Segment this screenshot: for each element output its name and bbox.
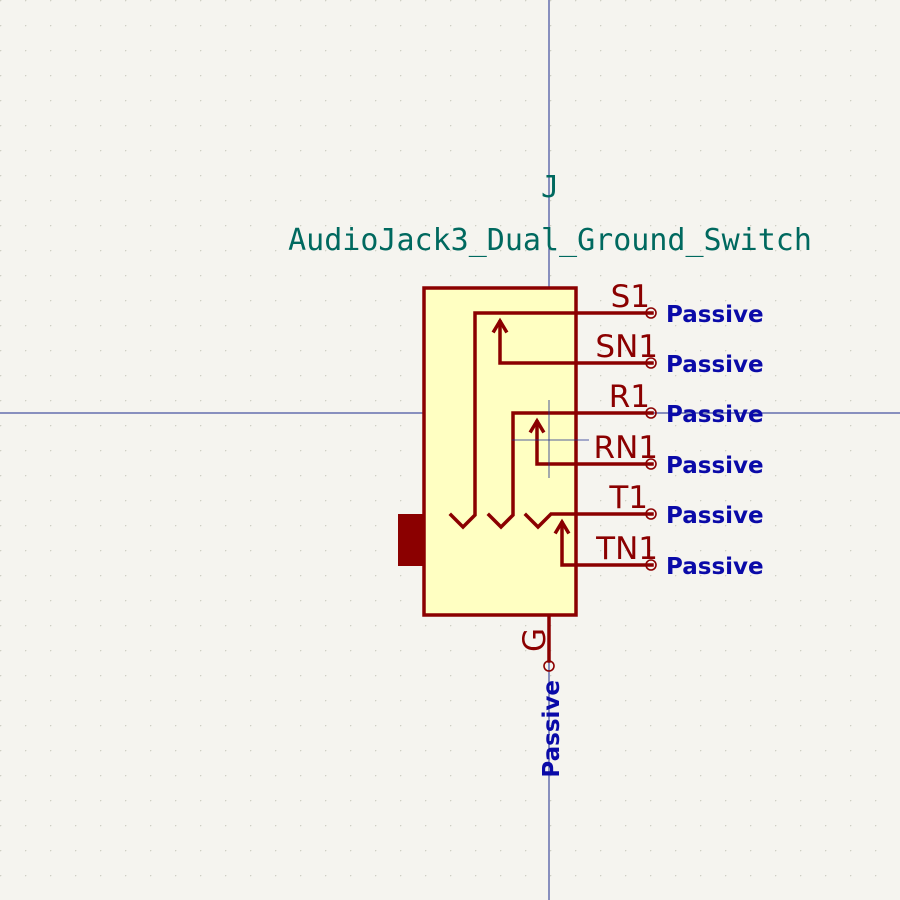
pin-g-type: Passive	[539, 680, 565, 778]
pin-t1-endpoint[interactable]	[645, 508, 657, 520]
pin-s1[interactable]: S1 Passive	[611, 279, 764, 328]
sleeve-switch-arrow	[491, 317, 509, 334]
pin-tn1-endpoint[interactable]	[645, 559, 657, 571]
tip-switch-contact	[560, 521, 654, 567]
pin-sn1-endpoint[interactable]	[645, 357, 657, 369]
symbol-value[interactable]: AudioJack3_Dual_Ground_Switch	[288, 223, 812, 258]
pin-sn1-name: SN1	[595, 329, 658, 365]
pin-rn1-name: RN1	[594, 430, 658, 466]
sleeve-contact	[448, 311, 654, 530]
tip-contact	[523, 512, 654, 530]
pin-r1-endpoint[interactable]	[645, 407, 657, 419]
pin-r1-name: R1	[609, 379, 650, 415]
anchor-cross	[512, 400, 589, 478]
pin-s1-endpoint[interactable]	[645, 307, 657, 319]
pin-r1-type: Passive	[666, 402, 764, 428]
pin-sn1[interactable]: SN1 Passive	[595, 329, 763, 378]
pin-g[interactable]: G Passive	[517, 615, 565, 778]
pin-sn1-type: Passive	[666, 352, 764, 378]
reference-designator[interactable]: J	[541, 170, 559, 205]
ring-contact	[486, 411, 654, 530]
pin-tn1[interactable]: TN1 Passive	[595, 531, 763, 580]
pin-g-name: G	[517, 628, 553, 652]
plug-icon	[398, 514, 424, 566]
tip-switch-arrow	[553, 518, 571, 535]
pin-tn1-type: Passive	[666, 554, 764, 580]
pin-t1-name: T1	[608, 480, 648, 516]
pin-tn1-name: TN1	[595, 531, 658, 567]
pin-r1[interactable]: R1 Passive	[609, 379, 764, 428]
sleeve-switch-contact	[498, 320, 654, 365]
pin-rn1-type: Passive	[666, 453, 764, 479]
ring-switch-contact	[535, 420, 654, 466]
pin-t1-type: Passive	[666, 503, 764, 529]
pin-t1[interactable]: T1 Passive	[608, 480, 763, 529]
pin-rn1-endpoint[interactable]	[645, 458, 657, 470]
pin-g-endpoint[interactable]	[543, 660, 555, 672]
ring-switch-arrow	[528, 417, 546, 434]
pin-s1-name: S1	[611, 279, 650, 315]
internal-contacts	[448, 311, 654, 567]
pin-rn1[interactable]: RN1 Passive	[594, 430, 764, 479]
pin-s1-type: Passive	[666, 302, 764, 328]
